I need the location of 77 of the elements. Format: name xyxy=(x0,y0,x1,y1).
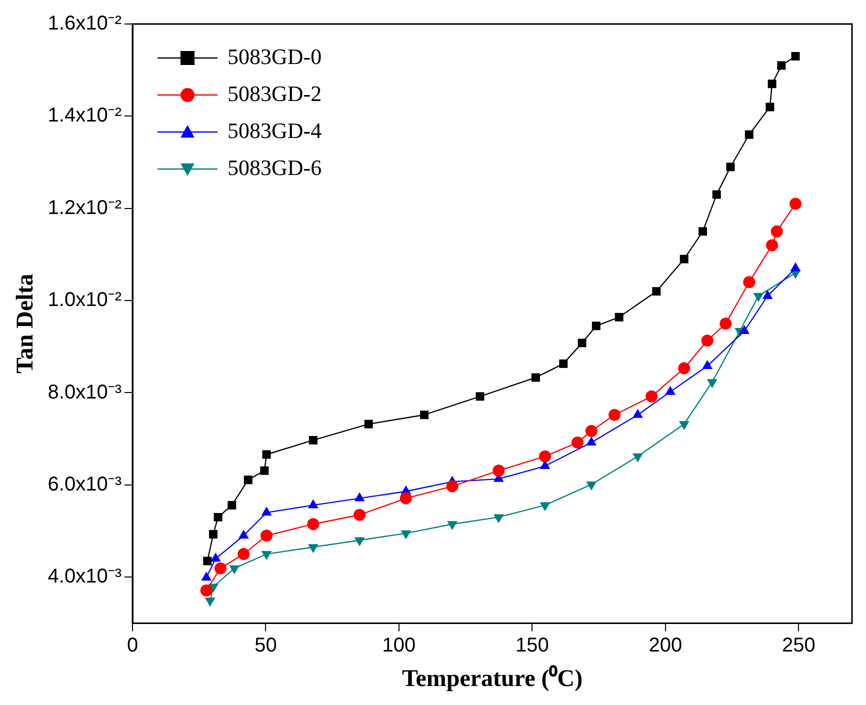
point xyxy=(214,562,226,574)
point xyxy=(354,508,366,521)
point xyxy=(539,450,552,462)
point xyxy=(531,373,540,382)
point xyxy=(260,466,269,475)
point xyxy=(698,227,708,236)
y-tick-label: 6.0x10⁻³ xyxy=(48,473,122,496)
point xyxy=(766,239,778,252)
point xyxy=(203,556,212,566)
point xyxy=(364,420,373,428)
point xyxy=(238,530,249,539)
point xyxy=(238,548,250,560)
point xyxy=(201,572,212,581)
point xyxy=(753,292,764,302)
legend-label: 5083GD-0 xyxy=(228,44,322,69)
point xyxy=(244,476,252,484)
point xyxy=(586,436,597,446)
point xyxy=(228,500,236,510)
point xyxy=(400,492,412,504)
x-tick-label: 200 xyxy=(648,634,682,657)
point xyxy=(680,254,688,264)
point xyxy=(214,512,222,522)
point xyxy=(209,530,218,538)
y-tick-label: 4.0x10⁻³ xyxy=(48,566,122,588)
point xyxy=(308,499,318,508)
point xyxy=(559,359,568,368)
point xyxy=(678,362,690,374)
point xyxy=(354,492,365,502)
y-tick-label: 1.2x10⁻² xyxy=(48,196,122,219)
point xyxy=(766,102,774,112)
point xyxy=(260,530,273,542)
y-tick-label: 8.0x10⁻³ xyxy=(48,381,122,404)
point xyxy=(701,334,714,347)
x-axis-title: Temperature (⁰C) xyxy=(402,664,583,692)
point xyxy=(608,408,621,421)
y-tick-label: 1.0x10⁻² xyxy=(48,289,122,312)
point xyxy=(652,287,661,296)
legend-label: 5083GD-2 xyxy=(228,80,322,106)
point xyxy=(726,162,735,172)
point xyxy=(592,322,600,330)
point xyxy=(585,424,598,437)
point xyxy=(578,338,586,348)
point xyxy=(307,518,320,530)
x-tick-label: 150 xyxy=(516,634,549,657)
point xyxy=(743,276,756,288)
point xyxy=(572,436,584,449)
y-tick-label: 1.6x10⁻² xyxy=(48,12,122,35)
point xyxy=(446,480,458,492)
y-axis-title: Tan Delta xyxy=(12,274,39,374)
point xyxy=(262,450,271,459)
point xyxy=(476,392,484,401)
point xyxy=(665,386,676,395)
point xyxy=(712,190,721,199)
x-tick-label: 0 xyxy=(126,634,138,657)
x-tick-label: 100 xyxy=(382,634,416,657)
legend-label: 5083GD-4 xyxy=(228,118,322,143)
point xyxy=(200,584,212,596)
point xyxy=(777,61,786,70)
point xyxy=(768,80,776,88)
x-tick-label: 50 xyxy=(254,634,277,657)
point xyxy=(210,552,221,562)
point xyxy=(791,52,800,61)
point xyxy=(720,318,732,330)
point xyxy=(632,408,643,418)
point xyxy=(308,436,318,444)
point xyxy=(492,464,505,477)
point xyxy=(790,198,802,210)
point xyxy=(261,506,272,516)
point xyxy=(702,360,712,370)
point xyxy=(420,410,429,420)
y-tick-label: 1.4x10⁻² xyxy=(48,104,122,127)
point xyxy=(646,390,658,402)
point xyxy=(614,312,624,322)
point xyxy=(744,130,754,139)
point xyxy=(770,225,783,238)
legend-label: 5083GD-6 xyxy=(228,154,322,180)
x-tick-label: 250 xyxy=(782,634,816,657)
